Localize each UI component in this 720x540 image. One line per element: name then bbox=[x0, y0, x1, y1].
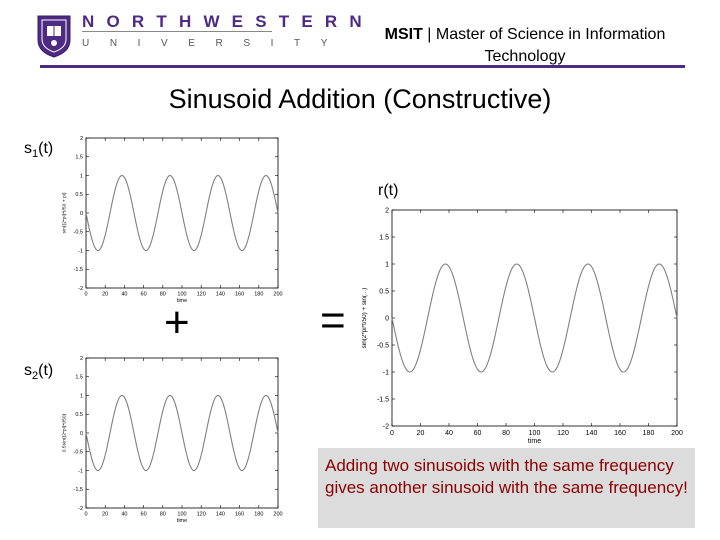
x-tick-label: 100 bbox=[177, 292, 186, 298]
y-axis-label: sin((2*pi)*t/50 + pi) bbox=[62, 192, 67, 233]
x-tick-label: 200 bbox=[273, 292, 282, 298]
series-line bbox=[85, 174, 279, 252]
x-tick-label: 80 bbox=[160, 292, 166, 298]
s2-label: s2(t) bbox=[24, 362, 53, 382]
plus-sign: + bbox=[164, 298, 190, 347]
y-tick-label: -2 bbox=[78, 286, 83, 292]
y-tick-label: 0.5 bbox=[75, 192, 83, 198]
x-tick-label: 40 bbox=[121, 292, 127, 298]
x-tick-label: 80 bbox=[502, 430, 510, 437]
x-tick-label: 140 bbox=[216, 512, 225, 518]
x-tick-label: 100 bbox=[529, 430, 541, 437]
y-tick-label: -0.5 bbox=[74, 450, 83, 456]
x-tick-label: 0 bbox=[84, 512, 87, 518]
x-tick-label: 60 bbox=[474, 430, 482, 437]
y-tick-label: -0.5 bbox=[74, 230, 83, 236]
s2-label-base: s bbox=[24, 362, 32, 379]
y-tick-label: 0 bbox=[80, 211, 83, 217]
y-tick-label: -1 bbox=[78, 248, 83, 254]
x-tick-label: 60 bbox=[141, 292, 147, 298]
series-line bbox=[85, 394, 279, 472]
y-tick-label: 1.5 bbox=[75, 155, 83, 161]
y-tick-label: -2 bbox=[78, 506, 83, 512]
x-tick-label: 20 bbox=[102, 512, 108, 518]
logo-divider bbox=[82, 31, 272, 32]
header-divider bbox=[40, 65, 685, 68]
x-tick-label: 180 bbox=[643, 430, 655, 437]
plot-r: 0 20 40 60 80 100 120 140 160 180 200 2 1.5 1 0.5 0 -0.5… bbox=[362, 207, 683, 445]
x-tick-label: 40 bbox=[445, 430, 453, 437]
y-tick-label: -1.5 bbox=[377, 396, 389, 403]
y-tick-label: -1 bbox=[78, 468, 83, 474]
logo-wordmark-bottom: UNIVERSITY bbox=[82, 38, 349, 49]
y-tick-label: 0.5 bbox=[379, 288, 389, 295]
x-tick-label: 20 bbox=[417, 430, 425, 437]
program-separator: | bbox=[422, 26, 436, 43]
x-tick-label: 160 bbox=[235, 512, 244, 518]
x-tick-label: 160 bbox=[235, 292, 244, 298]
x-tick-label: 160 bbox=[614, 430, 626, 437]
y-axis-label: 0.5sin((2*pi)*t/50) bbox=[62, 413, 67, 452]
x-tick-label: 180 bbox=[254, 512, 263, 518]
y-tick-label: -1.5 bbox=[74, 267, 83, 273]
x-axis-label: time bbox=[177, 298, 187, 304]
plot-s2: 0 20 40 60 80 100 120 140 160 180 200 2 1.5 1 0.5 0 -0.5… bbox=[62, 356, 283, 524]
s1-label-arg: (t) bbox=[38, 140, 54, 157]
x-tick-label: 140 bbox=[586, 430, 598, 437]
x-tick-label: 120 bbox=[197, 292, 206, 298]
program-name: Master of Science in Information Technol… bbox=[435, 26, 666, 65]
y-tick-label: -1 bbox=[383, 369, 389, 376]
x-tick-label: 0 bbox=[84, 292, 87, 298]
x-tick-label: 80 bbox=[160, 512, 166, 518]
x-tick-label: 120 bbox=[557, 430, 569, 437]
x-tick-label: 180 bbox=[254, 292, 263, 298]
s1-label-base: s bbox=[24, 140, 32, 157]
x-axis-label: time bbox=[177, 518, 187, 524]
slide-title: Sinusoid Addition (Constructive) bbox=[168, 84, 552, 114]
y-tick-label: 1 bbox=[80, 173, 83, 179]
y-tick-label: -2 bbox=[383, 423, 389, 430]
y-tick-label: 2 bbox=[80, 356, 83, 362]
y-tick-label: -0.5 bbox=[377, 342, 389, 349]
s2-label-arg: (t) bbox=[38, 362, 54, 379]
x-tick-label: 40 bbox=[121, 512, 127, 518]
series-line bbox=[391, 263, 678, 373]
y-tick-label: 1 bbox=[385, 261, 389, 268]
s1-label-sub: 1 bbox=[32, 148, 39, 161]
y-tick-label: 0 bbox=[385, 315, 389, 322]
y-tick-label: 2 bbox=[385, 207, 389, 214]
x-tick-label: 100 bbox=[177, 512, 186, 518]
y-tick-label: 0.5 bbox=[75, 412, 83, 418]
y-tick-label: 1 bbox=[80, 393, 83, 399]
x-tick-label: 0 bbox=[390, 430, 394, 437]
program-abbrev: MSIT bbox=[384, 26, 423, 43]
plot-s1: 0 20 40 60 80 100 120 140 160 180 200 2 1.5 1 0.5 0 -0.5… bbox=[62, 136, 283, 304]
equals-sign: = bbox=[320, 296, 346, 345]
program-title: MSIT | Master of Science in Information … bbox=[360, 24, 690, 68]
s2-label-sub: 2 bbox=[32, 370, 39, 383]
x-tick-label: 60 bbox=[141, 512, 147, 518]
y-axis-label: sin(2*pi*t/50) + sin(...) bbox=[362, 288, 368, 349]
logo-wordmark-top: NORTHWESTERN bbox=[82, 12, 374, 31]
x-tick-label: 20 bbox=[102, 292, 108, 298]
x-tick-label: 200 bbox=[273, 512, 282, 518]
y-tick-label: 1.5 bbox=[75, 375, 83, 381]
y-tick-label: 1.5 bbox=[379, 234, 389, 241]
x-axis-label: time bbox=[528, 438, 541, 445]
y-tick-label: -1.5 bbox=[74, 487, 83, 493]
y-tick-label: 2 bbox=[80, 136, 83, 142]
x-tick-label: 120 bbox=[197, 512, 206, 518]
x-tick-label: 140 bbox=[216, 292, 225, 298]
r-label: r(t) bbox=[378, 182, 399, 199]
x-tick-label: 200 bbox=[671, 430, 683, 437]
y-tick-label: 0 bbox=[80, 431, 83, 437]
caption-box bbox=[318, 448, 695, 528]
university-seal-logo bbox=[37, 15, 71, 58]
caption-text: Adding two sinusoids with the same frequ… bbox=[325, 456, 688, 497]
s1-label: s1(t) bbox=[24, 140, 53, 160]
